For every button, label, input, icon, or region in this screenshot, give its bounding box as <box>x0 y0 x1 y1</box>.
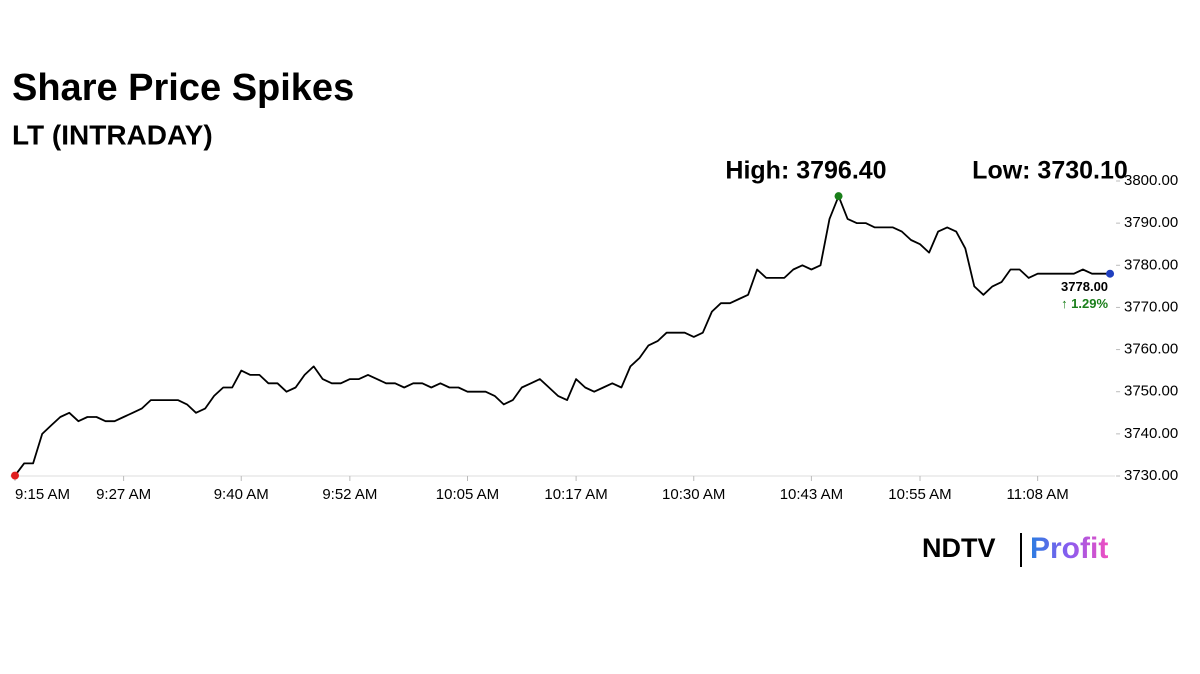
y-tick-label: 3760.00 <box>1124 341 1178 358</box>
x-tick-label: 10:43 AM <box>780 486 843 503</box>
logo-brand: NDTV <box>922 533 996 563</box>
y-tick-label: 3770.00 <box>1124 298 1178 315</box>
chart-title: Share Price Spikes <box>12 67 354 109</box>
last-marker <box>1106 269 1115 278</box>
x-tick-label: 10:55 AM <box>888 486 951 503</box>
y-tick-label: 3740.00 <box>1124 425 1178 442</box>
chart-subtitle: LT (INTRADAY) <box>12 119 213 150</box>
x-tick-label: 9:15 AM <box>15 486 70 503</box>
x-tick-label: 9:40 AM <box>214 486 269 503</box>
x-tick-label: 9:27 AM <box>96 486 151 503</box>
x-tick-label: 10:05 AM <box>436 486 499 503</box>
high-marker <box>834 192 843 201</box>
last-price-label: 3778.00 <box>1061 279 1108 294</box>
logo-product: Profit <box>1030 532 1108 565</box>
low-marker <box>11 471 19 480</box>
x-tick-label: 11:08 AM <box>1007 486 1069 503</box>
y-tick-label: 3730.00 <box>1124 467 1178 484</box>
price-line <box>14 195 1111 477</box>
x-tick-label: 10:30 AM <box>662 486 725 503</box>
high-label: High: 3796.40 <box>725 157 886 185</box>
y-tick-label: 3800.00 <box>1124 172 1178 189</box>
y-tick-label: 3790.00 <box>1124 214 1178 231</box>
low-label: Low: 3730.10 <box>972 157 1128 185</box>
change-label: ↑ 1.29% <box>1061 296 1108 311</box>
x-tick-label: 9:52 AM <box>322 486 377 503</box>
y-tick-label: 3780.00 <box>1124 256 1178 273</box>
y-tick-label: 3750.00 <box>1124 383 1178 400</box>
x-tick-label: 10:17 AM <box>544 486 607 503</box>
